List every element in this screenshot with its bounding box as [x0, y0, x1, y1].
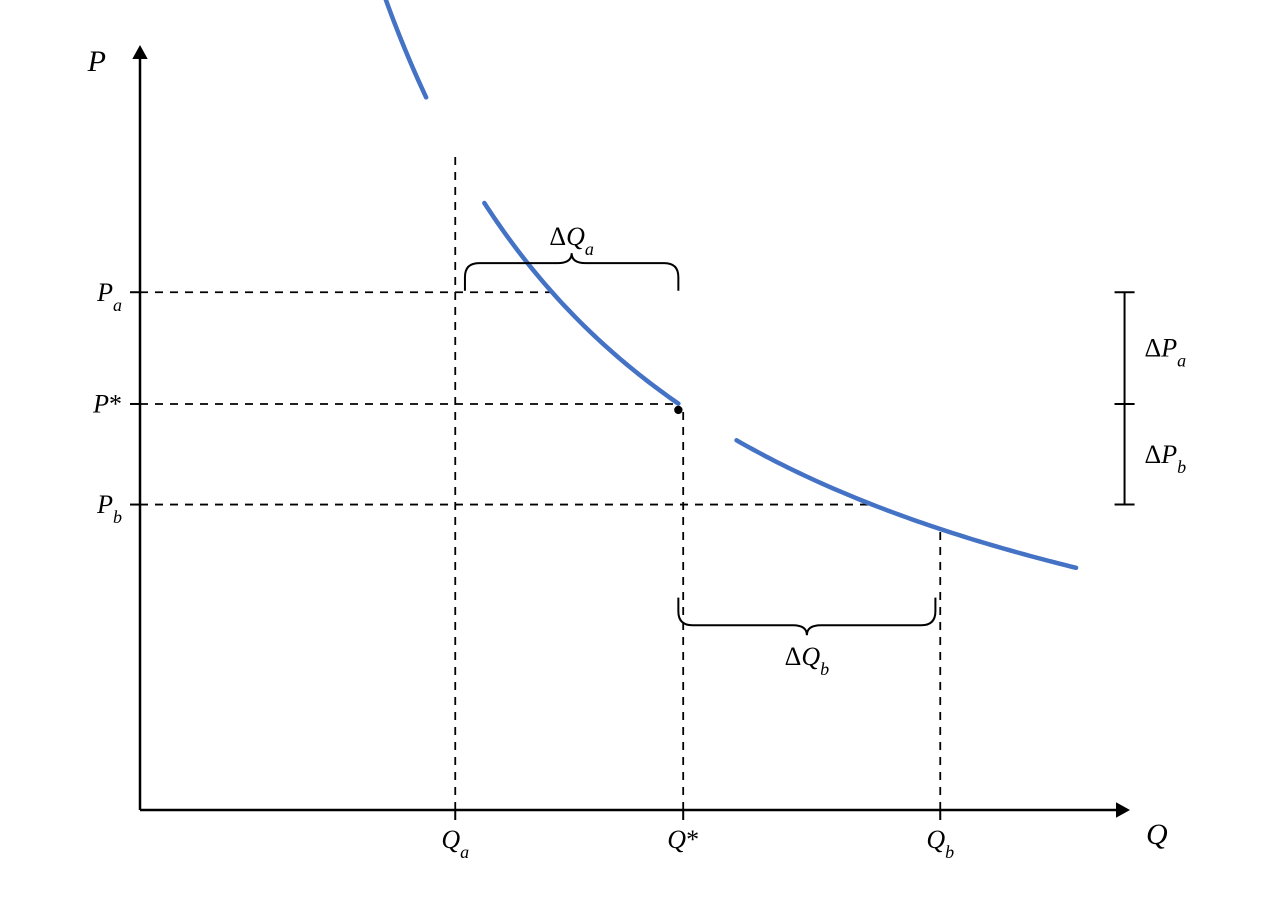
demand-elasticity-chart: PQQaQ*QbPaP*PbΔQaΔQbΔPaΔPb — [0, 0, 1280, 905]
x-axis-label: Q — [1146, 818, 1168, 851]
y-tick-label: Pa — [96, 278, 122, 315]
demand-curve — [213, 0, 426, 97]
x-axis-arrow-icon — [1116, 802, 1130, 817]
delta-p-label: ΔPb — [1145, 440, 1187, 477]
x-tick-label: Q* — [667, 825, 699, 854]
delta-q-label: ΔQb — [785, 642, 830, 679]
y-tick-label: Pb — [96, 490, 122, 527]
delta-p-label: ΔPa — [1145, 334, 1187, 371]
delta-q-bracket — [465, 253, 678, 291]
equilibrium-point — [674, 406, 682, 414]
x-tick-label: Qa — [441, 825, 469, 862]
y-axis-arrow-icon — [132, 45, 147, 59]
delta-q-bracket — [678, 598, 935, 636]
y-tick-label: P* — [92, 390, 122, 419]
y-axis-label: P — [87, 45, 106, 78]
x-tick-label: Qb — [926, 825, 954, 862]
